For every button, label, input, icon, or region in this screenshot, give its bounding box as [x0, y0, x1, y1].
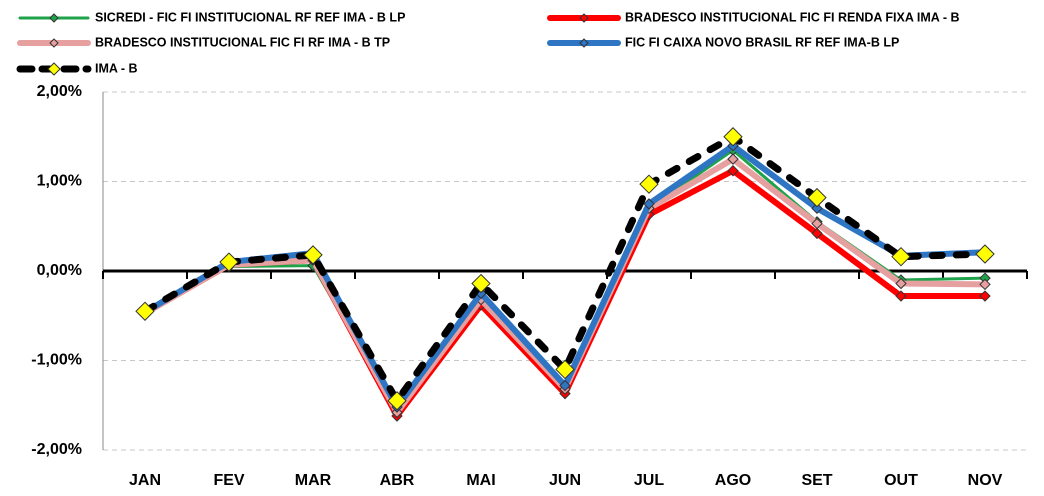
- legend-label: FIC FI CAIXA NOVO BRASIL RF REF IMA-B LP: [625, 35, 899, 49]
- point-marker: [811, 217, 823, 230]
- legend-marker: [47, 62, 61, 76]
- legend-label: BRADESCO INSTITUCIONAL FIC FI RENDA FIXA…: [625, 10, 960, 24]
- point-marker: [807, 187, 827, 208]
- legend-label: IMA - B: [95, 61, 138, 75]
- y-tick-label: 1,00%: [37, 173, 82, 190]
- legend-marker: [49, 13, 59, 23]
- y-tick-label: 0,00%: [37, 262, 82, 279]
- x-tick-label: JAN: [129, 472, 161, 489]
- point-marker: [135, 301, 155, 321]
- x-tick-label: OUT: [884, 472, 918, 489]
- series-line: [141, 133, 989, 405]
- legend-label: SICREDI - FIC FI INSTITUCIONAL RF REF IM…: [95, 10, 405, 24]
- x-tick-label: MAI: [466, 472, 495, 489]
- x-tick-label: ABR: [380, 472, 415, 489]
- point-marker: [895, 290, 907, 302]
- point-marker: [895, 277, 907, 290]
- point-marker: [727, 165, 739, 177]
- legend-marker: [49, 38, 59, 48]
- y-tick-label: 2,00%: [37, 83, 82, 100]
- y-tick-label: -2,00%: [31, 441, 82, 458]
- point-marker: [471, 273, 491, 294]
- x-tick-label: JUN: [549, 472, 581, 489]
- point-marker: [643, 198, 655, 210]
- x-tick-label: MAR: [295, 472, 332, 489]
- point-marker: [555, 359, 575, 380]
- point-marker: [387, 391, 407, 411]
- point-marker: [979, 278, 991, 291]
- point-marker: [979, 290, 991, 302]
- x-tick-label: FEV: [213, 472, 244, 489]
- point-marker: [891, 246, 911, 267]
- legend-label: BRADESCO INSTITUCIONAL FIC FI RF IMA - B…: [95, 35, 390, 49]
- point-marker: [559, 379, 571, 392]
- x-tick-label: AGO: [715, 472, 751, 489]
- x-tick-label: JUL: [634, 472, 664, 489]
- point-marker: [811, 202, 823, 215]
- point-marker: [219, 252, 239, 272]
- point-marker: [811, 227, 823, 240]
- point-marker: [975, 244, 995, 264]
- point-marker: [727, 153, 739, 165]
- x-tick-label: NOV: [968, 472, 1003, 489]
- x-tick-label: SET: [801, 472, 832, 489]
- legend-marker: [579, 13, 589, 23]
- y-tick-label: -1,00%: [31, 352, 82, 369]
- point-marker: [639, 174, 659, 194]
- point-marker: [723, 127, 743, 147]
- legend-marker: [579, 38, 589, 48]
- point-marker: [303, 245, 323, 265]
